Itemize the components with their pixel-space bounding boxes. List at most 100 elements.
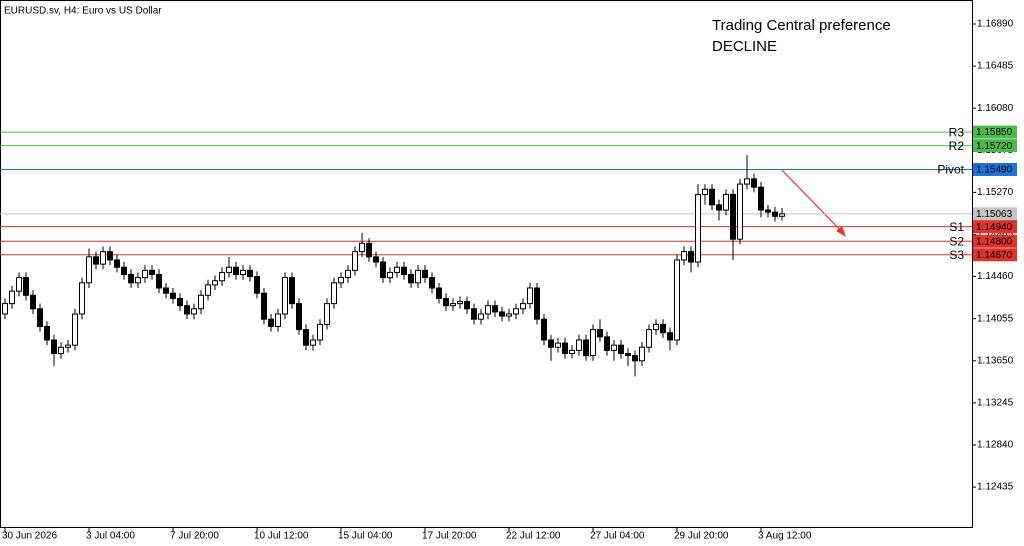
candle-body [373,256,379,263]
candle-body [457,301,463,305]
x-tick-label: 22 Jul 12:00 [506,531,561,542]
arrow-head [836,226,846,237]
candle-body [723,193,729,211]
x-tick-label: 29 Jul 20:00 [674,531,729,542]
annotation: Trading Central preference [712,17,891,34]
candle-body [744,178,750,185]
candle-body [345,269,351,279]
level-price-label: 1.15850 [976,127,1013,138]
x-tick-label: 10 Jul 12:00 [254,531,309,542]
y-tick-label: 1.14055 [977,313,1014,324]
candle-body [16,277,22,292]
candle-body [471,308,477,320]
candle-body [380,261,386,279]
candle-body [401,266,407,275]
candle-body [583,339,589,357]
candle-body [667,332,673,341]
candle-body [135,277,141,284]
candle-body [51,339,57,354]
candle-body [478,313,484,320]
level-name: S2 [949,234,964,248]
candle-body [527,287,533,305]
candle-body [772,211,778,217]
candle-body [338,277,344,284]
candle-body [492,305,498,313]
candle-body [541,318,547,341]
candle-body [576,339,582,351]
candle-body [709,188,715,206]
candle-body [716,204,722,211]
candle-body [443,297,449,307]
candle-body [240,269,246,275]
candle-body [219,271,225,282]
y-tick-label: 1.16890 [977,19,1014,30]
candle-body [611,344,617,351]
candle-body [156,273,162,289]
y-tick-label: 1.14865 [977,229,1014,240]
candle-body [429,277,435,289]
candle-body [233,266,239,275]
candle-body [296,303,302,331]
arrow-line [781,169,844,234]
x-tick-label: 7 Jul 20:00 [170,531,219,542]
candle-body [247,269,253,278]
candle-body [65,344,71,348]
candle-body [23,277,29,296]
candle-body [632,355,638,362]
candle-body [765,209,771,213]
chart-title: EURUSD.sv, H4: Euro vs US Dollar [4,6,162,17]
candle-body [317,323,323,341]
candle-body [268,318,274,327]
y-tick-label: 1.12840 [977,440,1014,451]
level-name: S3 [949,248,964,262]
candle-body [226,266,232,273]
candle-body [107,251,113,261]
candle-body [422,269,428,279]
candle-body [555,342,561,348]
level-box [973,220,1017,234]
candle-body [653,323,659,331]
candle-body [450,303,456,307]
candle-body [485,305,491,315]
candle-body [282,277,288,315]
candle-body [275,313,281,327]
candle-body [702,188,708,195]
decline-arrow [781,169,846,237]
x-tick-label: 15 Jul 04:00 [338,531,393,542]
level-box [973,125,1017,139]
candle-body [163,287,169,294]
level-box [973,234,1017,248]
candle-body [121,266,127,275]
level-price-label: 1.14800 [976,236,1013,247]
y-tick-label: 1.12435 [977,482,1014,493]
candle-body [142,269,148,279]
candle-body [205,284,211,296]
candle-body [149,269,155,275]
level-box [973,248,1017,262]
candle-body [303,329,309,346]
candle-body [86,256,92,284]
candle-body [569,349,575,354]
candle-body [499,311,505,317]
candle-body [30,294,36,310]
x-tick-label: 30 Jun 2026 [2,531,57,542]
candle-body [2,303,8,315]
candle-body [618,344,624,354]
candle-body [79,282,85,315]
candle-body [331,282,337,305]
candle-body [184,305,190,315]
candle-body [520,303,526,310]
level-price-label: 1.14670 [976,250,1013,261]
candle-body [506,313,512,317]
candle-body [261,292,267,320]
candle-body [436,287,442,299]
x-tick-label: 3 Jul 04:00 [86,531,135,542]
candle-body [688,251,694,263]
candle-body [254,276,260,294]
candle-body [674,259,680,341]
y-tick-label: 1.13650 [977,355,1014,366]
level-name: S1 [949,220,964,234]
x-tick-label: 3 Aug 12:00 [758,531,812,542]
candle-body [415,269,421,284]
